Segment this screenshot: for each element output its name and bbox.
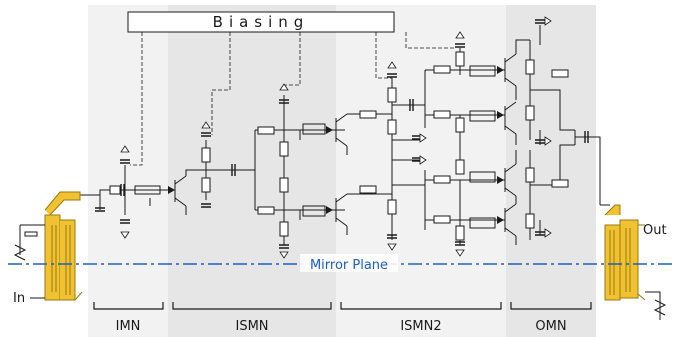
biasing-block: Biasing — [127, 11, 395, 33]
section-label-omn: OMN — [535, 319, 566, 334]
band-imn — [88, 5, 168, 337]
section-label-imn: IMN — [116, 319, 141, 334]
port-out-label: Out — [643, 223, 667, 238]
section-label-ismn2: ISMN2 — [400, 319, 441, 334]
band-ismn2 — [336, 5, 506, 337]
bias-lines — [130, 32, 461, 166]
rc-networks — [134, 65, 496, 229]
resistors — [24, 51, 569, 241]
biasing-label: Biasing — [213, 13, 310, 31]
band-omn — [506, 5, 596, 337]
gate-arrows — [168, 66, 504, 224]
mirror-label-bg — [300, 254, 398, 272]
input-balun — [13, 191, 83, 301]
port-in-label: In — [13, 291, 25, 306]
mirror-plane-label: Mirror Plane — [310, 258, 388, 273]
band-ismn — [168, 5, 336, 337]
section-brackets — [93, 302, 592, 310]
section-label-ismn: ISMN — [235, 319, 268, 334]
supply-symbols — [120, 16, 552, 259]
output-balun — [604, 204, 667, 320]
